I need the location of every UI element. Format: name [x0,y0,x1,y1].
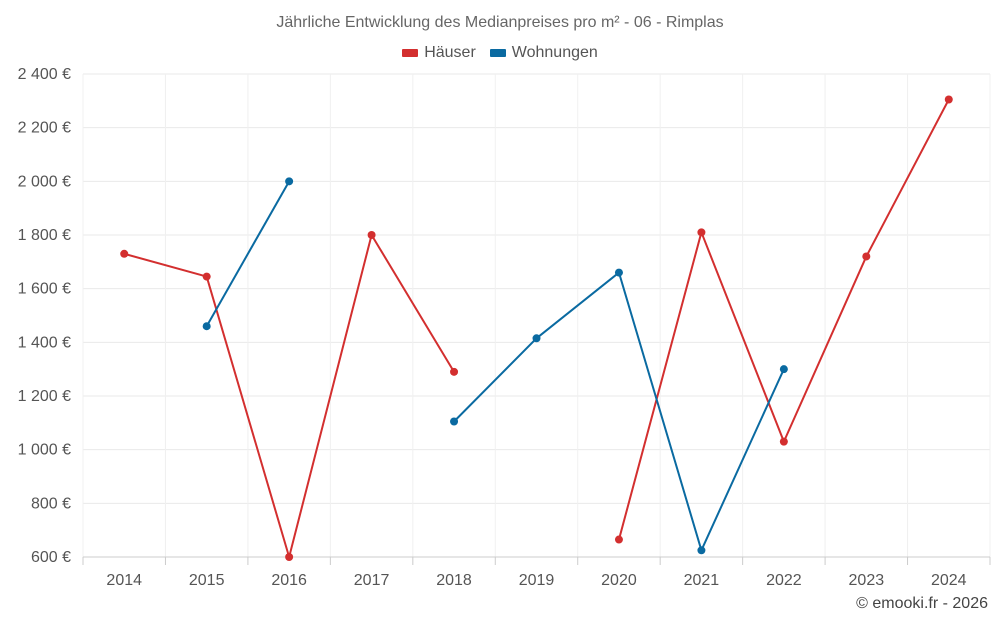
x-tick-label: 2015 [189,572,225,589]
y-tick-label: 1 800 € [18,227,71,244]
x-tick-label: 2014 [106,572,142,589]
data-point-wohnungen [202,322,211,331]
data-point-wohnungen [614,268,623,277]
y-tick-label: 1 200 € [18,388,71,405]
data-point-wohnungen [532,334,541,343]
y-tick-label: 1 000 € [18,442,71,459]
legend-item-wohnungen[interactable]: Wohnungen [489,44,598,62]
x-tick-label: 2021 [684,572,720,589]
data-point-wohnungen [779,365,788,374]
legend: Häuser Wohnungen [0,44,1000,62]
data-point-haeuser [862,252,871,261]
x-tick-label: 2016 [271,572,307,589]
legend-label-haeuser: Häuser [424,44,476,61]
y-tick-label: 1 600 € [18,281,71,298]
data-point-haeuser [779,437,788,446]
y-tick-label: 800 € [31,495,71,512]
x-tick-label: 2023 [849,572,885,589]
footer-credit: © emooki.fr - 2026 [856,595,988,612]
x-tick-label: 2018 [436,572,472,589]
data-point-haeuser [450,367,459,376]
y-tick-label: 2 400 € [18,66,71,83]
data-point-haeuser [120,249,129,258]
y-tick-label: 2 200 € [18,120,71,137]
x-tick-label: 2019 [519,572,555,589]
data-point-haeuser [285,553,294,561]
y-tick-label: 2 000 € [18,173,71,190]
legend-swatch-haeuser [402,49,419,57]
data-point-wohnungen [697,546,706,555]
data-point-haeuser [697,228,706,237]
chart-title: Jährliche Entwicklung des Medianpreises … [276,14,724,31]
x-tick-label: 2017 [354,572,390,589]
y-tick-label: 600 € [31,549,71,566]
data-point-wohnungen [450,417,459,426]
y-tick-label: 1 400 € [18,334,71,351]
x-tick-label: 2022 [766,572,802,589]
series-line-haeuser [617,99,950,540]
x-tick-label: 2024 [931,572,967,589]
legend-item-haeuser[interactable]: Häuser [402,44,476,62]
series-line-wohnungen [205,180,291,327]
data-point-haeuser [614,535,623,544]
x-tick-label: 2020 [601,572,637,589]
data-point-wohnungen [285,177,294,186]
legend-swatch-wohnungen [489,49,506,57]
data-point-haeuser [367,231,376,239]
data-point-haeuser [944,95,953,104]
data-point-haeuser [202,272,211,281]
legend-label-wohnungen: Wohnungen [511,44,598,61]
